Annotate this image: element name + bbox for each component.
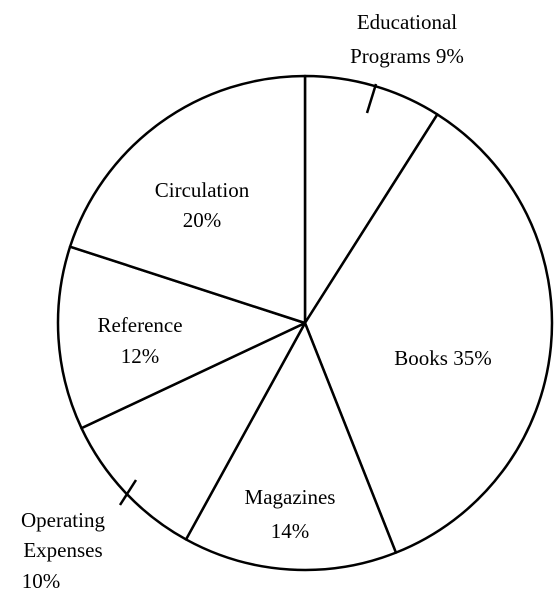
operating-expenses-leader (118, 479, 138, 506)
circulation-label-line2: 20% (183, 208, 222, 232)
circulation-label-line1: Circulation (155, 178, 250, 202)
pie-slice-reference (56, 245, 307, 430)
operating-expenses-label-line2: Expenses (23, 538, 102, 562)
educational-programs-label-line1: Educational (357, 10, 457, 34)
educational-programs-label-line2: Programs 9% (350, 44, 464, 68)
educational-programs-leader (365, 83, 378, 114)
operating-expenses-label-line1: Operating (21, 508, 105, 532)
magazines-label-line1: Magazines (245, 485, 336, 509)
pie-slice-circulation (68, 74, 307, 325)
pie-slice-educational-programs (303, 74, 439, 325)
pie-slice-operating-expenses (80, 321, 307, 541)
magazines-label-line2: 14% (271, 519, 310, 543)
pie-slice-books (303, 113, 554, 554)
pie-slices (56, 74, 554, 572)
reference-label-line2: 12% (121, 344, 160, 368)
books-label: Books 35% (394, 346, 491, 370)
pie-slice-magazines (184, 321, 398, 572)
reference-label-line1: Reference (97, 313, 182, 337)
operating-expenses-label-line3: 10% (22, 569, 61, 593)
